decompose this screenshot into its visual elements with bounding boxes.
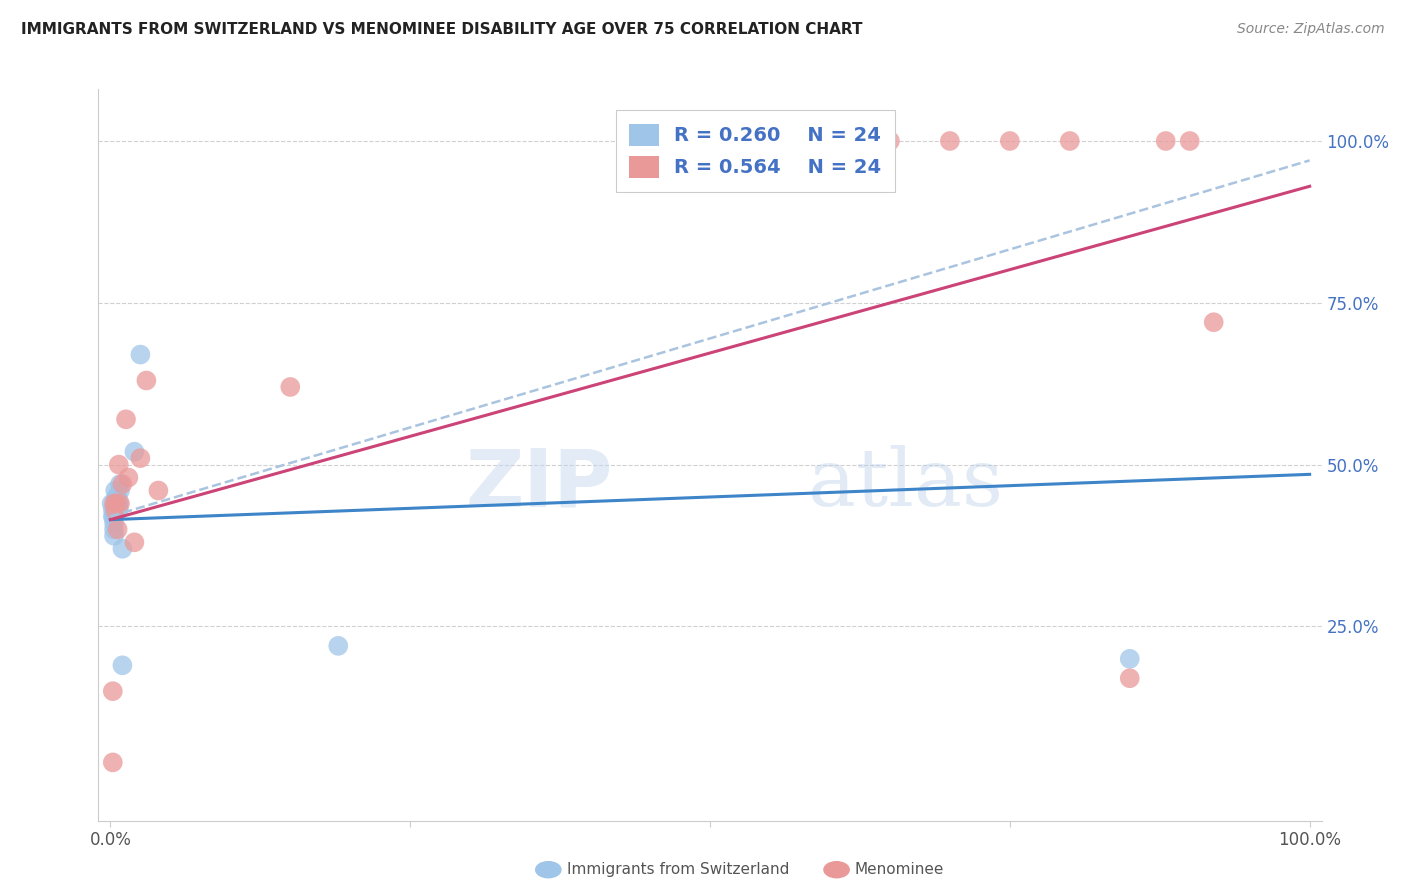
Point xyxy=(103,509,125,524)
Point xyxy=(108,483,131,498)
Point xyxy=(1202,315,1225,329)
Point xyxy=(124,535,146,549)
Point xyxy=(103,522,125,536)
Point xyxy=(101,509,124,524)
Point xyxy=(148,483,170,498)
Point xyxy=(107,522,129,536)
Point xyxy=(939,134,962,148)
Point xyxy=(129,348,152,362)
Point xyxy=(108,503,131,517)
Point xyxy=(105,496,128,510)
Text: ZIP: ZIP xyxy=(465,445,612,524)
Text: Menominee: Menominee xyxy=(855,863,945,877)
Text: atlas: atlas xyxy=(808,445,1002,524)
Point xyxy=(328,639,350,653)
Point xyxy=(135,374,157,388)
Point xyxy=(100,496,122,510)
Point xyxy=(124,444,146,458)
Point xyxy=(107,490,129,504)
Point xyxy=(278,380,301,394)
Point xyxy=(105,490,128,504)
Point xyxy=(998,134,1021,148)
Legend: R = 0.260    N = 24, R = 0.564    N = 24: R = 0.260 N = 24, R = 0.564 N = 24 xyxy=(616,110,894,192)
Point xyxy=(103,496,125,510)
Point xyxy=(108,477,131,491)
Point xyxy=(111,541,134,556)
Point xyxy=(108,458,131,472)
Text: Immigrants from Switzerland: Immigrants from Switzerland xyxy=(567,863,789,877)
Point xyxy=(104,496,127,510)
Point xyxy=(1119,652,1142,666)
Point xyxy=(108,496,131,510)
Point xyxy=(104,503,127,517)
Point xyxy=(107,496,129,510)
Point xyxy=(105,496,128,510)
Point xyxy=(104,503,127,517)
Point xyxy=(101,756,124,770)
Point xyxy=(111,658,134,673)
Point xyxy=(101,684,124,698)
Point xyxy=(129,451,152,466)
Point xyxy=(1178,134,1201,148)
Point xyxy=(111,477,134,491)
Point xyxy=(103,516,125,530)
Point xyxy=(879,134,901,148)
Point xyxy=(117,470,139,484)
Point xyxy=(104,483,127,498)
Point xyxy=(1059,134,1081,148)
Text: Source: ZipAtlas.com: Source: ZipAtlas.com xyxy=(1237,22,1385,37)
Text: IMMIGRANTS FROM SWITZERLAND VS MENOMINEE DISABILITY AGE OVER 75 CORRELATION CHAR: IMMIGRANTS FROM SWITZERLAND VS MENOMINEE… xyxy=(21,22,863,37)
Point xyxy=(1154,134,1177,148)
Point xyxy=(101,503,124,517)
Point xyxy=(1119,671,1142,685)
Point xyxy=(115,412,138,426)
Point xyxy=(108,496,131,510)
Point xyxy=(103,529,125,543)
